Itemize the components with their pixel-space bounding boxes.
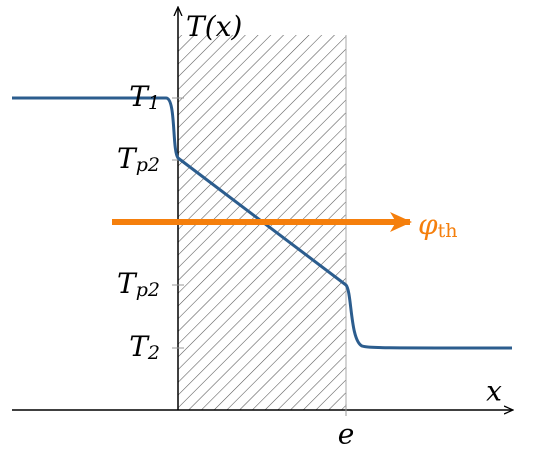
y-axis-label: T(x) [186,10,242,43]
symbol: T [117,267,138,300]
wall-thickness-label: e [338,418,355,451]
argument: (x) [205,10,243,43]
subscript: 2 [147,342,160,364]
symbol: φ [418,208,438,241]
symbol: T [129,80,150,113]
level-label: T2 [129,330,160,365]
level-label: Tp2 [117,267,160,302]
subscript: 1 [148,92,160,114]
level-label: Tp2 [117,142,160,177]
subscript: th [438,220,458,242]
symbol: T [129,330,150,363]
symbol: T [117,142,138,175]
temperature-profile [12,96,513,350]
subscript: p2 [136,154,160,176]
symbol: T [186,10,207,43]
subscript: p2 [136,279,160,301]
level-label: T1 [129,80,160,115]
x-axis-label: x [486,375,502,408]
flux-label: φth [418,208,457,243]
